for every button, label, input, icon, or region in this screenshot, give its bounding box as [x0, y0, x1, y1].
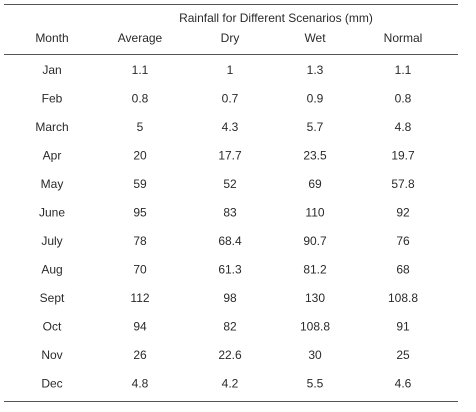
cell: 19.7 [391, 149, 415, 163]
cell: 1.1 [395, 63, 412, 77]
cell: 4.8 [132, 377, 149, 391]
cell: 0.7 [222, 92, 239, 106]
row-label: Sept [40, 291, 65, 305]
column-header: Wet [304, 31, 326, 45]
cell: 82 [223, 320, 237, 334]
column-header: Month [35, 31, 68, 45]
row-label: Jan [42, 63, 61, 77]
cell: 81.2 [303, 263, 327, 277]
cell: 57.8 [391, 177, 415, 191]
cell: 94 [133, 320, 147, 334]
cell: 5 [137, 120, 144, 134]
cell: 90.7 [303, 234, 327, 248]
cell: 4.2 [222, 377, 239, 391]
cell: 4.3 [222, 120, 239, 134]
cell: 112 [130, 291, 149, 305]
group-header: Rainfall for Different Scenarios (mm) [179, 11, 373, 25]
row-label: March [35, 120, 68, 134]
cell: 5.7 [307, 120, 324, 134]
cell: 92 [396, 206, 410, 220]
cell: 4.8 [395, 120, 412, 134]
cell: 91 [396, 320, 410, 334]
cell: 1.3 [307, 63, 324, 77]
cell: 69 [308, 177, 322, 191]
row-label: June [39, 206, 65, 220]
cell: 1.1 [132, 63, 149, 77]
cell: 108.8 [300, 320, 330, 334]
cell: 78 [133, 234, 147, 248]
cell: 98 [223, 291, 237, 305]
cell: 17.7 [218, 149, 242, 163]
row-label: Feb [42, 92, 63, 106]
column-header: Normal [384, 31, 423, 45]
cell: 130 [305, 291, 325, 305]
cell: 110 [305, 206, 324, 220]
cell: 0.9 [307, 92, 324, 106]
cell: 23.5 [303, 149, 327, 163]
row-label: Apr [43, 149, 62, 163]
row-label: July [41, 234, 62, 248]
column-header: Average [118, 31, 163, 45]
cell: 26 [133, 348, 147, 362]
column-header: Dry [221, 31, 240, 45]
cell: 61.3 [218, 263, 242, 277]
row-label: Dec [41, 377, 62, 391]
cell: 25 [396, 348, 410, 362]
cell: 1 [227, 63, 234, 77]
cell: 70 [133, 263, 147, 277]
cell: 0.8 [395, 92, 412, 106]
cell: 76 [396, 234, 410, 248]
cell: 52 [223, 177, 237, 191]
cell: 59 [133, 177, 147, 191]
cell: 68 [396, 263, 410, 277]
cell: 83 [223, 206, 237, 220]
cell: 30 [308, 348, 322, 362]
cell: 108.8 [388, 291, 418, 305]
cell: 20 [133, 149, 147, 163]
cell: 68.4 [218, 234, 242, 248]
row-label: May [41, 177, 64, 191]
cell: 95 [133, 206, 147, 220]
row-label: Nov [41, 348, 62, 362]
row-label: Aug [41, 263, 62, 277]
cell: 5.5 [307, 377, 324, 391]
cell: 4.6 [395, 377, 412, 391]
cell: 22.6 [218, 348, 242, 362]
cell: 0.8 [132, 92, 149, 106]
row-label: Oct [43, 320, 62, 334]
